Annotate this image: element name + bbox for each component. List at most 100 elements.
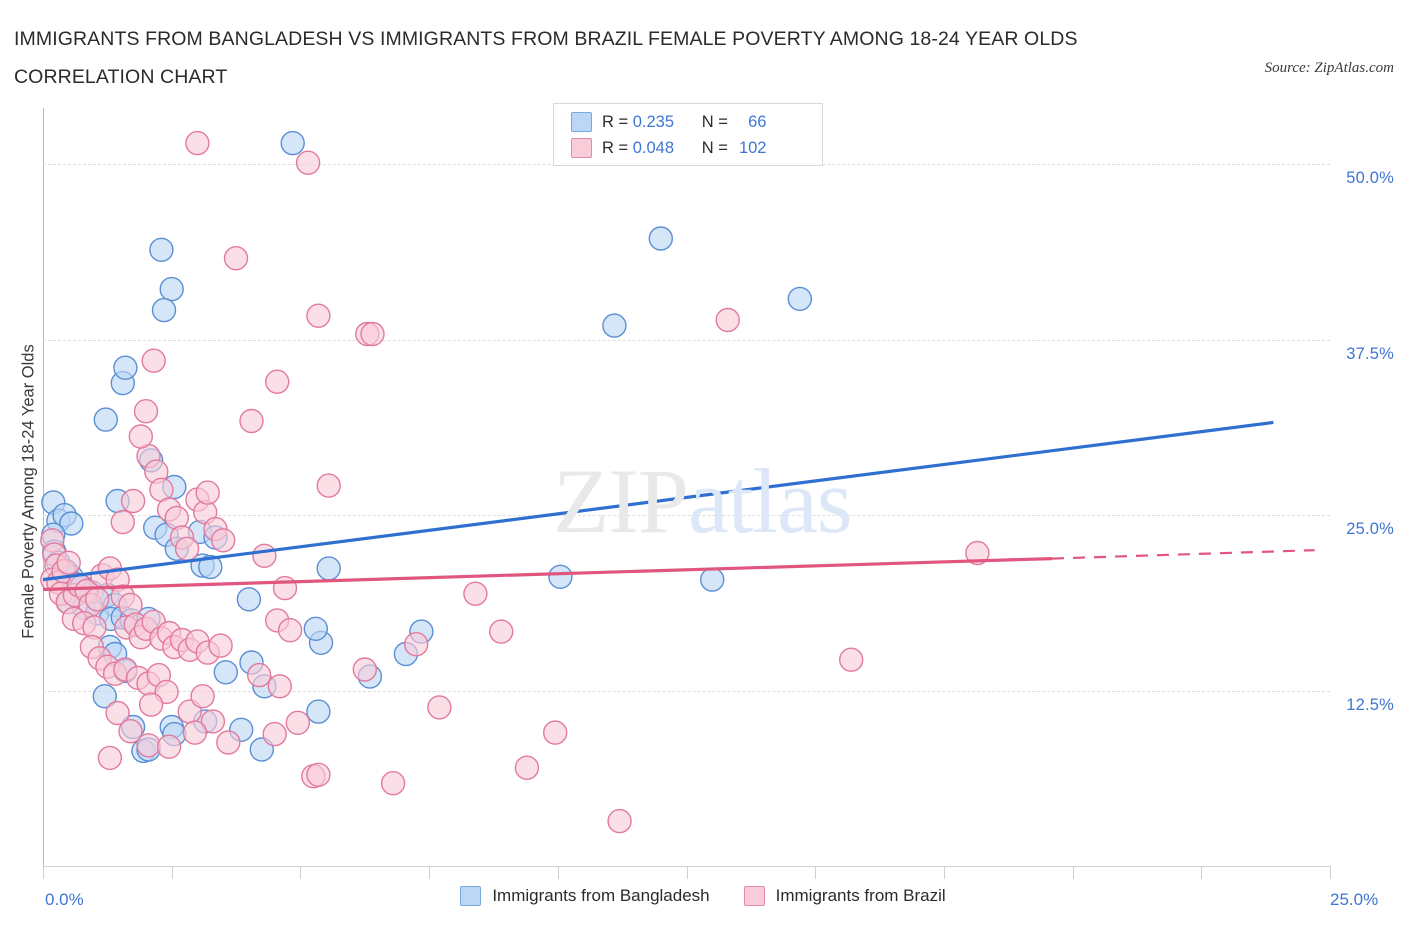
data-point[interactable] bbox=[264, 369, 290, 394]
data-point[interactable] bbox=[280, 130, 305, 156]
data-point[interactable] bbox=[213, 660, 239, 685]
data-point[interactable] bbox=[141, 348, 166, 373]
data-point[interactable] bbox=[285, 710, 311, 735]
x-axis-tick bbox=[815, 866, 817, 879]
x-axis-tick bbox=[943, 866, 945, 879]
data-point[interactable] bbox=[105, 700, 130, 726]
data-point[interactable] bbox=[303, 616, 328, 641]
data-point[interactable] bbox=[548, 564, 573, 589]
data-point[interactable] bbox=[715, 307, 740, 333]
data-point[interactable] bbox=[110, 509, 136, 535]
data-point[interactable] bbox=[839, 647, 864, 672]
data-point[interactable] bbox=[182, 720, 208, 745]
data-point[interactable] bbox=[113, 355, 138, 380]
data-point[interactable] bbox=[133, 399, 159, 424]
data-point[interactable] bbox=[216, 730, 241, 755]
data-point[interactable] bbox=[602, 313, 627, 338]
data-point[interactable] bbox=[272, 575, 298, 601]
stats-legend-row-bangladesh: R = 0.235 N = 66 bbox=[554, 109, 822, 135]
data-point[interactable] bbox=[463, 581, 488, 606]
data-point[interactable] bbox=[404, 632, 429, 657]
data-point[interactable] bbox=[136, 733, 161, 758]
data-point[interactable] bbox=[427, 695, 452, 720]
data-point[interactable] bbox=[787, 286, 812, 312]
data-point[interactable] bbox=[607, 808, 632, 834]
data-point[interactable] bbox=[316, 556, 341, 581]
data-point[interactable] bbox=[306, 303, 331, 328]
legend-label-bangladesh: Immigrants from Bangladesh bbox=[492, 886, 710, 905]
data-point[interactable] bbox=[200, 709, 226, 734]
data-point[interactable] bbox=[208, 633, 233, 658]
data-point[interactable] bbox=[97, 745, 123, 771]
x-axis-tick bbox=[686, 866, 688, 879]
data-point[interactable] bbox=[239, 408, 264, 434]
r-value-pink: 0.048 bbox=[632, 138, 675, 157]
x-axis-tick bbox=[429, 866, 431, 879]
r-value-blue: 0.235 bbox=[632, 112, 675, 131]
data-point[interactable] bbox=[198, 554, 223, 580]
gridline bbox=[43, 690, 1330, 692]
data-point[interactable] bbox=[352, 657, 377, 682]
legend-item-bangladesh[interactable]: Immigrants from Bangladesh bbox=[460, 886, 710, 906]
data-point[interactable] bbox=[380, 771, 406, 796]
data-point[interactable] bbox=[156, 734, 182, 759]
data-point[interactable] bbox=[93, 407, 118, 432]
x-axis-end-label: 25.0% bbox=[1330, 890, 1379, 909]
data-point[interactable] bbox=[489, 619, 514, 644]
data-point[interactable] bbox=[59, 511, 84, 536]
x-axis-tick bbox=[557, 866, 559, 879]
data-point[interactable] bbox=[128, 424, 154, 449]
n-label-pink: N = bbox=[701, 138, 728, 157]
data-point[interactable] bbox=[316, 473, 341, 498]
stats-text-bangladesh: R = 0.235 N = 66 bbox=[602, 113, 766, 132]
data-point[interactable] bbox=[277, 618, 303, 643]
n-label-blue: N = bbox=[701, 112, 728, 131]
legend-swatch-pink bbox=[571, 138, 592, 158]
stats-text-brazil: R = 0.048 N = 102 bbox=[602, 139, 766, 158]
trend-line bbox=[42, 420, 1274, 582]
data-point[interactable] bbox=[174, 536, 200, 561]
data-point[interactable] bbox=[267, 674, 293, 699]
stats-legend: R = 0.235 N = 66 R = 0.048 N = 102 bbox=[553, 103, 823, 166]
data-point[interactable] bbox=[360, 321, 385, 347]
data-point[interactable] bbox=[262, 721, 287, 747]
data-point[interactable] bbox=[236, 587, 262, 612]
data-point[interactable] bbox=[700, 567, 725, 592]
legend-swatch-brazil bbox=[743, 886, 765, 906]
data-point[interactable] bbox=[246, 662, 272, 688]
n-value-blue: 66 bbox=[748, 112, 767, 131]
data-point[interactable] bbox=[965, 540, 990, 566]
data-point[interactable] bbox=[306, 699, 331, 724]
data-point[interactable] bbox=[648, 226, 673, 251]
data-point[interactable] bbox=[138, 692, 164, 717]
data-point[interactable] bbox=[151, 297, 177, 323]
n-value-pink: 102 bbox=[738, 138, 767, 157]
data-point[interactable] bbox=[514, 755, 540, 780]
data-point[interactable] bbox=[543, 720, 568, 745]
data-point[interactable] bbox=[306, 762, 331, 787]
stats-legend-row-brazil: R = 0.048 N = 102 bbox=[554, 135, 822, 161]
data-point[interactable] bbox=[295, 150, 321, 175]
legend-item-brazil[interactable]: Immigrants from Brazil bbox=[743, 886, 946, 906]
data-point[interactable] bbox=[84, 587, 110, 612]
data-point[interactable] bbox=[252, 543, 277, 568]
x-axis-tick bbox=[43, 866, 44, 879]
data-point[interactable] bbox=[120, 488, 146, 514]
x-axis-start-label: 0.0% bbox=[45, 890, 84, 909]
data-point[interactable] bbox=[159, 276, 184, 302]
data-point[interactable] bbox=[56, 550, 81, 575]
data-point[interactable] bbox=[149, 237, 174, 263]
gridline bbox=[43, 339, 1330, 341]
trend-line bbox=[42, 556, 1053, 592]
data-point[interactable] bbox=[195, 480, 220, 505]
data-point[interactable] bbox=[92, 684, 117, 709]
series-points bbox=[40, 130, 990, 834]
x-axis-tick bbox=[171, 866, 173, 879]
data-point[interactable] bbox=[118, 719, 143, 744]
data-point[interactable] bbox=[190, 684, 215, 709]
data-point[interactable] bbox=[223, 245, 249, 271]
data-point[interactable] bbox=[185, 130, 210, 156]
data-point[interactable] bbox=[210, 528, 236, 553]
legend-swatch-blue bbox=[571, 112, 592, 132]
